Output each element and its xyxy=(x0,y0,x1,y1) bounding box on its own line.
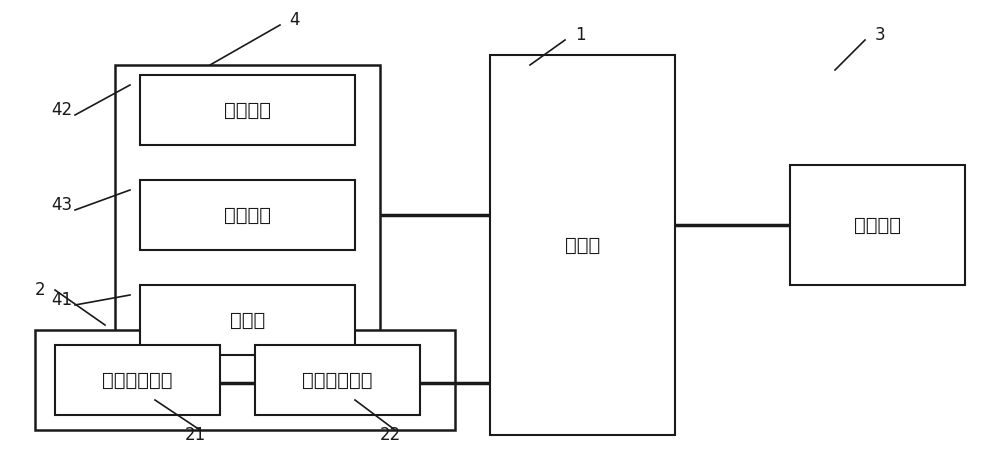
Bar xyxy=(140,75,355,145)
Text: 3: 3 xyxy=(875,26,885,44)
Text: 41: 41 xyxy=(51,291,73,309)
Text: 采样转换装置: 采样转换装置 xyxy=(302,371,373,390)
Bar xyxy=(140,180,355,250)
Bar xyxy=(115,65,380,355)
Text: 1: 1 xyxy=(575,26,585,44)
Bar xyxy=(790,165,965,285)
Text: 主电源: 主电源 xyxy=(230,310,265,329)
Bar xyxy=(55,345,220,415)
Text: 处理器: 处理器 xyxy=(565,236,600,255)
Text: 4: 4 xyxy=(290,11,300,29)
Text: 43: 43 xyxy=(51,196,73,214)
Text: 辅助电源: 辅助电源 xyxy=(224,101,271,120)
Bar xyxy=(255,345,420,415)
Text: 22: 22 xyxy=(379,426,401,444)
Text: 21: 21 xyxy=(184,426,206,444)
Bar xyxy=(490,55,675,435)
Text: 电流采样装置: 电流采样装置 xyxy=(102,371,173,390)
Bar xyxy=(35,330,455,430)
Text: 通信模块: 通信模块 xyxy=(854,216,901,235)
Text: 42: 42 xyxy=(51,101,73,119)
Bar xyxy=(140,285,355,355)
Text: 后备电源: 后备电源 xyxy=(224,206,271,225)
Text: 2: 2 xyxy=(35,281,45,299)
